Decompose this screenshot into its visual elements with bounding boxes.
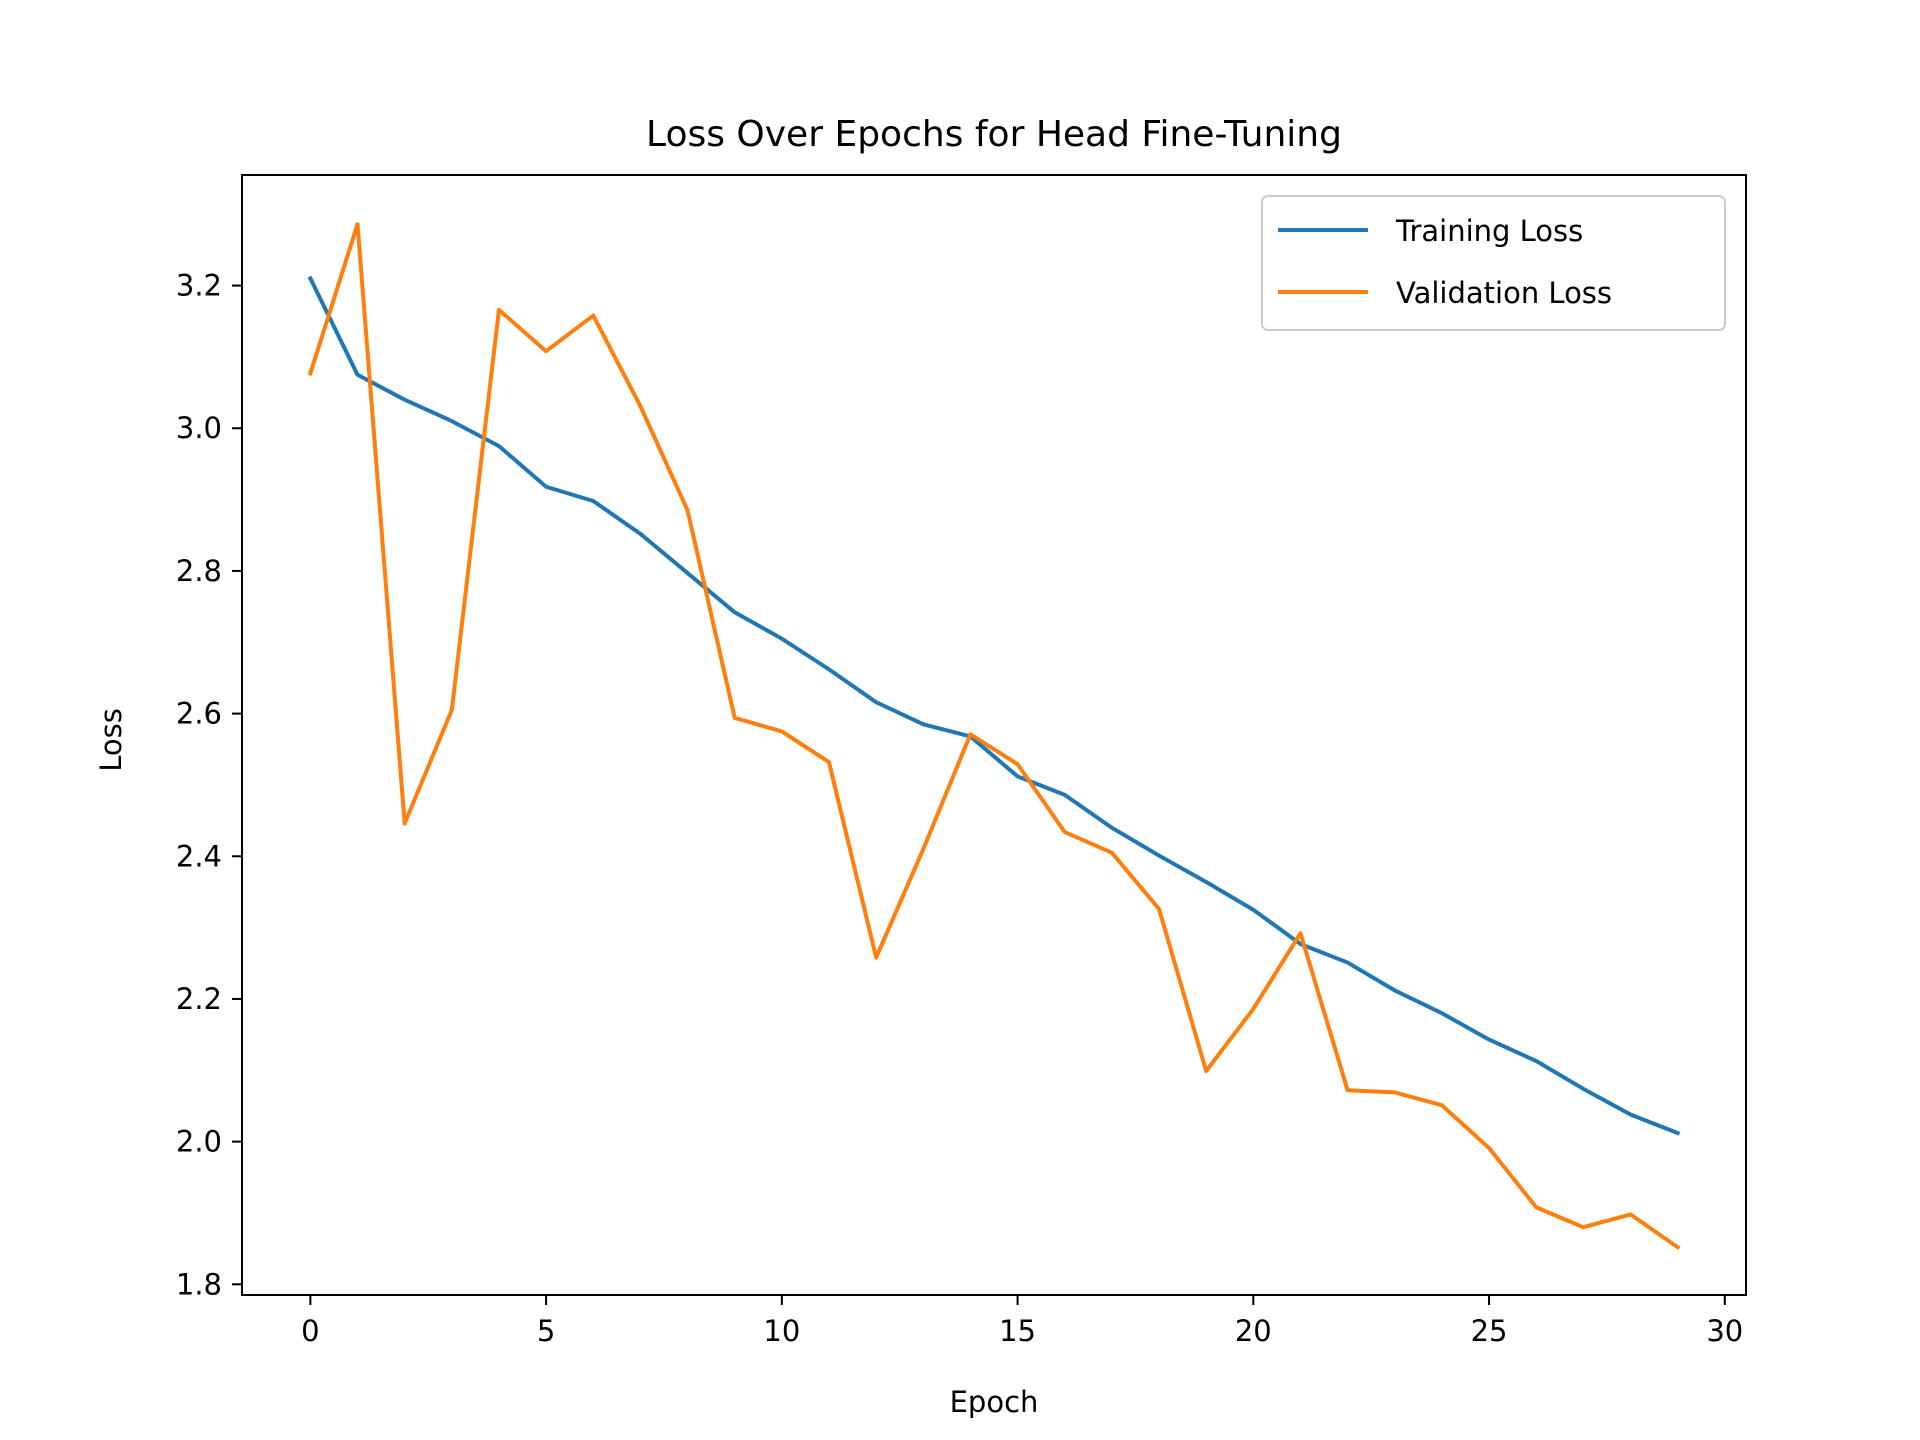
y-tick-label: 2.4	[176, 839, 222, 873]
y-tick-label: 2.8	[176, 554, 222, 588]
y-tick-label: 2.0	[176, 1125, 222, 1159]
x-axis-ticks: 0 5 10 15 20 25 30	[301, 1295, 1743, 1348]
y-axis-ticks: 1.8 2.0 2.2 2.4 2.6 2.8 3.0 3.2	[176, 269, 242, 1301]
plot-lines	[307, 222, 1681, 1250]
x-tick-label: 0	[301, 1314, 319, 1348]
x-tick-label: 10	[763, 1314, 800, 1348]
x-tick-label: 20	[1235, 1314, 1272, 1348]
x-tick-label: 15	[999, 1314, 1036, 1348]
x-axis-label: Epoch	[950, 1385, 1039, 1419]
legend-box	[1261, 195, 1726, 331]
x-tick-label: 30	[1706, 1314, 1743, 1348]
legend: Training Loss Validation Loss	[1261, 195, 1726, 331]
x-tick-label: 5	[537, 1314, 555, 1348]
series-line-training-loss	[307, 275, 1681, 1136]
legend-label-training-loss: Training Loss	[1395, 214, 1583, 248]
y-tick-label: 3.0	[176, 411, 222, 445]
y-tick-label: 3.2	[176, 269, 222, 303]
chart-title: Loss Over Epochs for Head Fine-Tuning	[646, 114, 1342, 155]
x-tick-label: 25	[1471, 1314, 1508, 1348]
y-tick-label: 1.8	[176, 1267, 222, 1301]
series-line-validation-loss	[307, 222, 1681, 1250]
y-axis-label: Loss	[94, 708, 128, 772]
y-tick-label: 2.2	[176, 982, 222, 1016]
y-tick-label: 2.6	[176, 697, 222, 731]
legend-label-validation-loss: Validation Loss	[1396, 276, 1612, 310]
plot-frame	[241, 174, 1747, 1296]
